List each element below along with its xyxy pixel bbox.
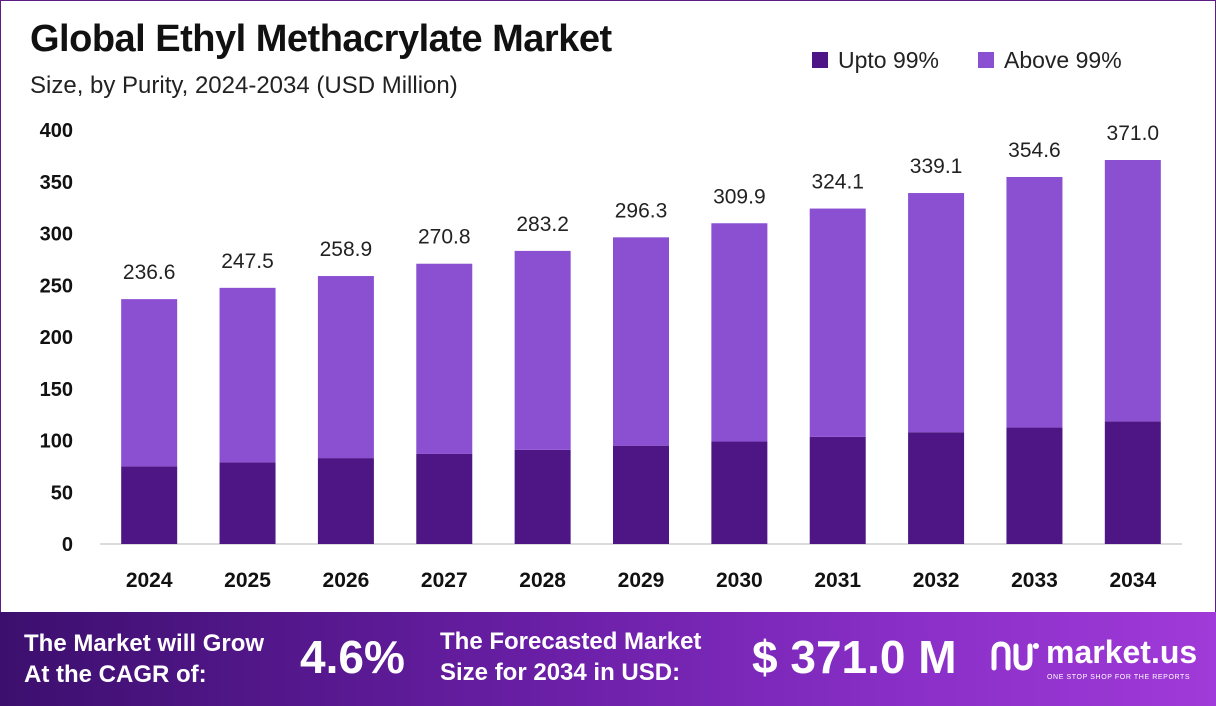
bar-upto-99-2028 (514, 449, 571, 544)
bar-above-99-2027 (416, 263, 473, 454)
total-label-2028: 283.2 (516, 213, 569, 236)
total-label-2033: 354.6 (1008, 139, 1061, 162)
total-label-2032: 339.1 (910, 155, 963, 178)
y-tick-label-200: 200 (40, 327, 73, 349)
x-tick-label-2028: 2028 (519, 569, 566, 592)
legend-swatch-above-99 (978, 52, 994, 68)
bar-upto-99-2030 (711, 441, 768, 544)
total-label-2031: 324.1 (811, 171, 864, 194)
y-tick-label-100: 100 (40, 431, 73, 453)
summary-banner: The Market will Grow At the CAGR of: 4.6… (0, 612, 1216, 706)
cagr-label: The Market will Grow At the CAGR of: (24, 628, 264, 690)
bar-upto-99-2024 (121, 466, 178, 544)
bar-above-99-2028 (514, 250, 571, 450)
forecast-label-line1: The Forecasted Market (440, 628, 702, 655)
legend-label-above-99: Above 99% (1004, 46, 1122, 73)
total-label-2024: 236.6 (123, 261, 176, 284)
x-tick-label-2027: 2027 (421, 569, 468, 592)
cagr-label-line2: At the CAGR of: (24, 661, 207, 688)
x-tick-label-2026: 2026 (323, 569, 370, 592)
legend-item-above-99: Above 99% (978, 47, 1122, 73)
x-tick-label-2034: 2034 (1109, 569, 1156, 592)
x-tick-label-2029: 2029 (618, 569, 665, 592)
chart-title: Global Ethyl Methacrylate Market (30, 18, 612, 60)
total-label-2034: 371.0 (1107, 122, 1160, 145)
forecast-label-line2: Size for 2034 in USD: (440, 659, 681, 686)
total-label-2025: 247.5 (221, 250, 274, 273)
y-tick-label-400: 400 (40, 120, 73, 142)
bar-above-99-2031 (809, 208, 866, 437)
x-tick-label-2031: 2031 (814, 569, 861, 592)
brand-tagline: ONE STOP SHOP FOR THE REPORTS (1047, 674, 1191, 681)
bar-upto-99-2034 (1104, 421, 1161, 544)
total-label-2030: 309.9 (713, 185, 766, 208)
total-label-2027: 270.8 (418, 226, 471, 249)
total-label-2026: 258.9 (320, 238, 373, 261)
total-label-2029: 296.3 (615, 199, 668, 222)
y-tick-label-0: 0 (62, 534, 73, 556)
legend-swatch-upto-99 (812, 52, 828, 68)
x-tick-label-2024: 2024 (126, 569, 173, 592)
y-tick-label-150: 150 (40, 379, 73, 401)
bar-upto-99-2027 (416, 453, 473, 544)
legend-item-upto-99: Upto 99% (812, 47, 939, 73)
x-tick-label-2033: 2033 (1011, 569, 1058, 592)
brand-logo: market.us ONE STOP SHOP FOR THE REPORTS (990, 630, 1210, 690)
bar-upto-99-2032 (908, 432, 965, 544)
forecast-value: $ 371.0 M (752, 631, 957, 683)
legend-label-upto-99: Upto 99% (838, 46, 940, 73)
bar-above-99-2034 (1104, 160, 1161, 422)
y-tick-label-300: 300 (40, 224, 73, 246)
bar-upto-99-2025 (219, 462, 276, 544)
cagr-label-line1: The Market will Grow (24, 630, 265, 657)
bar-chart: 0 50 100 150 200 250 300 350 400 236.6 2024 247.5 20… (40, 120, 1182, 592)
bar-above-99-2026 (317, 276, 374, 459)
bar-upto-99-2031 (809, 436, 866, 544)
x-tick-label-2032: 2032 (913, 569, 960, 592)
brand-name: market.us (1046, 634, 1198, 670)
y-tick-label-50: 50 (51, 482, 73, 504)
bar-above-99-2032 (908, 193, 965, 433)
bar-upto-99-2026 (317, 458, 374, 544)
cagr-value: 4.6% (300, 631, 405, 683)
bar-upto-99-2029 (613, 445, 669, 544)
bar-above-99-2029 (613, 237, 669, 446)
market-us-logo-icon (991, 641, 1039, 671)
bar-upto-99-2033 (1006, 427, 1063, 544)
chart-subtitle: Size, by Purity, 2024-2034 (USD Million) (30, 72, 458, 99)
y-tick-label-250: 250 (40, 275, 73, 297)
bar-above-99-2024 (121, 299, 178, 467)
bar-above-99-2025 (219, 287, 276, 463)
bar-above-99-2033 (1006, 176, 1063, 428)
y-tick-label-350: 350 (40, 172, 73, 194)
forecast-label: The Forecasted Market Size for 2034 in U… (440, 626, 701, 688)
bar-above-99-2030 (711, 223, 768, 442)
x-tick-label-2025: 2025 (224, 569, 271, 592)
x-tick-label-2030: 2030 (716, 569, 763, 592)
